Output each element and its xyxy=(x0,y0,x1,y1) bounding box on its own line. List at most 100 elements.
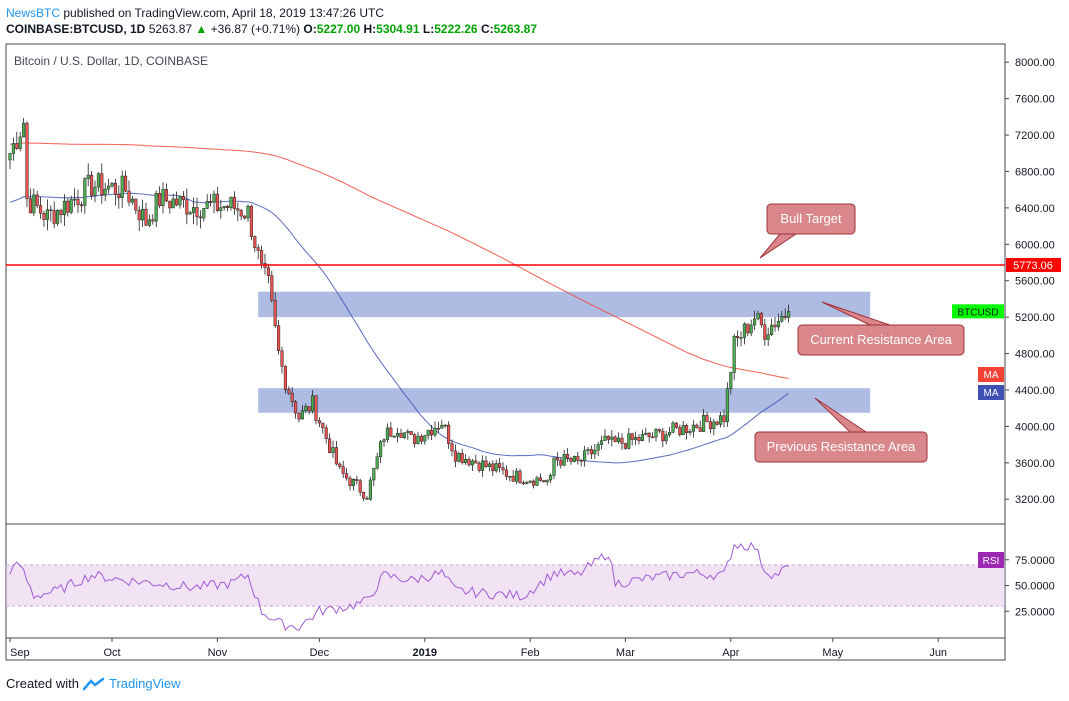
x-tick-label: Jun xyxy=(929,647,947,659)
candle-body xyxy=(613,436,617,443)
candle-body xyxy=(477,462,481,471)
candle-body xyxy=(708,421,712,429)
candle-body xyxy=(222,205,226,208)
candle-body xyxy=(671,422,675,433)
candle-body xyxy=(487,463,491,467)
candle-body xyxy=(161,189,165,206)
candle-body xyxy=(426,429,430,436)
candle-body xyxy=(103,188,107,196)
candle-body xyxy=(576,455,580,461)
candle-body xyxy=(413,434,417,444)
created-with-text: Created with xyxy=(6,676,79,691)
candle-body xyxy=(695,424,699,428)
candle-body xyxy=(586,449,590,452)
candle-body xyxy=(277,325,281,352)
candle-body xyxy=(647,432,651,438)
candle-body xyxy=(634,437,638,440)
close-value: 5263.87 xyxy=(493,22,538,36)
rsi-band xyxy=(6,564,1005,607)
candle-body xyxy=(657,429,661,432)
candle-body xyxy=(379,441,383,458)
candle-body xyxy=(732,336,736,373)
ma-tag-label: MA xyxy=(984,370,999,381)
y-tick-label: 5600.00 xyxy=(1015,276,1055,288)
candle-body xyxy=(470,460,474,466)
candle-body xyxy=(773,324,777,328)
candle-body xyxy=(501,467,505,471)
candle-body xyxy=(18,136,22,149)
btcusd-tag xyxy=(952,304,1004,319)
candle-body xyxy=(198,216,202,219)
candle-body xyxy=(158,192,162,206)
candle-body xyxy=(688,431,692,433)
candle-body xyxy=(719,415,723,425)
candle-body xyxy=(508,475,512,478)
tradingview-brand[interactable]: TradingView xyxy=(108,676,181,691)
candle-body xyxy=(314,395,318,421)
candle-body xyxy=(593,449,597,455)
candle-body xyxy=(484,460,488,467)
candle-body xyxy=(260,250,264,264)
candle-body xyxy=(317,420,321,424)
candle-body xyxy=(681,425,685,436)
candle-body xyxy=(542,480,546,483)
candle-body xyxy=(674,422,678,428)
candle-body xyxy=(100,173,104,196)
candle-body xyxy=(742,323,746,338)
ma-tag xyxy=(978,367,1004,382)
candle-body xyxy=(725,388,729,423)
candle-body xyxy=(341,466,345,474)
candle-body xyxy=(164,189,168,202)
candle-body xyxy=(134,198,138,211)
candle-body xyxy=(433,428,437,436)
y-tick-label: 4000.00 xyxy=(1015,421,1055,433)
candle-body xyxy=(32,194,36,214)
x-tick-label: Sep xyxy=(10,647,30,659)
candle-body xyxy=(443,424,447,427)
candle-body xyxy=(511,475,515,482)
rsi-line xyxy=(9,541,789,632)
candle-body xyxy=(396,433,400,437)
candle-body xyxy=(321,422,325,429)
candle-body xyxy=(66,200,70,213)
chart-title: Bitcoin / U.S. Dollar, 1D, COINBASE xyxy=(14,54,208,68)
candle-body xyxy=(266,267,270,276)
candle-body xyxy=(297,412,301,420)
candle-body xyxy=(518,470,522,484)
candle-body xyxy=(603,435,607,441)
candle-body xyxy=(300,410,304,420)
candle-body xyxy=(236,208,240,211)
candle-body xyxy=(770,324,774,336)
candle-body xyxy=(712,421,716,429)
candle-body xyxy=(246,205,250,219)
x-tick-label: May xyxy=(822,647,843,659)
level-price-tag xyxy=(1006,257,1061,272)
candle-body xyxy=(525,482,529,484)
candle-body xyxy=(430,429,434,436)
candle-body xyxy=(545,479,549,483)
candle-body xyxy=(304,406,308,411)
candle-body xyxy=(702,414,706,432)
candle-body xyxy=(637,437,641,441)
candle-body xyxy=(280,350,284,367)
candle-body xyxy=(409,431,413,435)
candle-body xyxy=(192,207,196,213)
candle-body xyxy=(365,497,369,500)
candle-body xyxy=(39,205,43,214)
candle-body xyxy=(56,209,60,224)
callout-box xyxy=(754,431,928,463)
candle-body xyxy=(351,479,355,486)
y-tick-label: 8000.00 xyxy=(1015,57,1055,69)
candle-body xyxy=(549,475,553,481)
candle-body xyxy=(215,193,219,211)
candle-body xyxy=(15,143,19,149)
publisher-name[interactable]: NewsBTC xyxy=(6,6,61,20)
close-label: C: xyxy=(480,22,494,36)
x-tick-label: Oct xyxy=(103,647,120,659)
candle-body xyxy=(787,311,791,318)
rsi-tick-label: 50.0000 xyxy=(1015,581,1055,593)
candle-body xyxy=(273,299,277,326)
candle-body xyxy=(583,450,587,462)
candle-body xyxy=(239,209,243,217)
